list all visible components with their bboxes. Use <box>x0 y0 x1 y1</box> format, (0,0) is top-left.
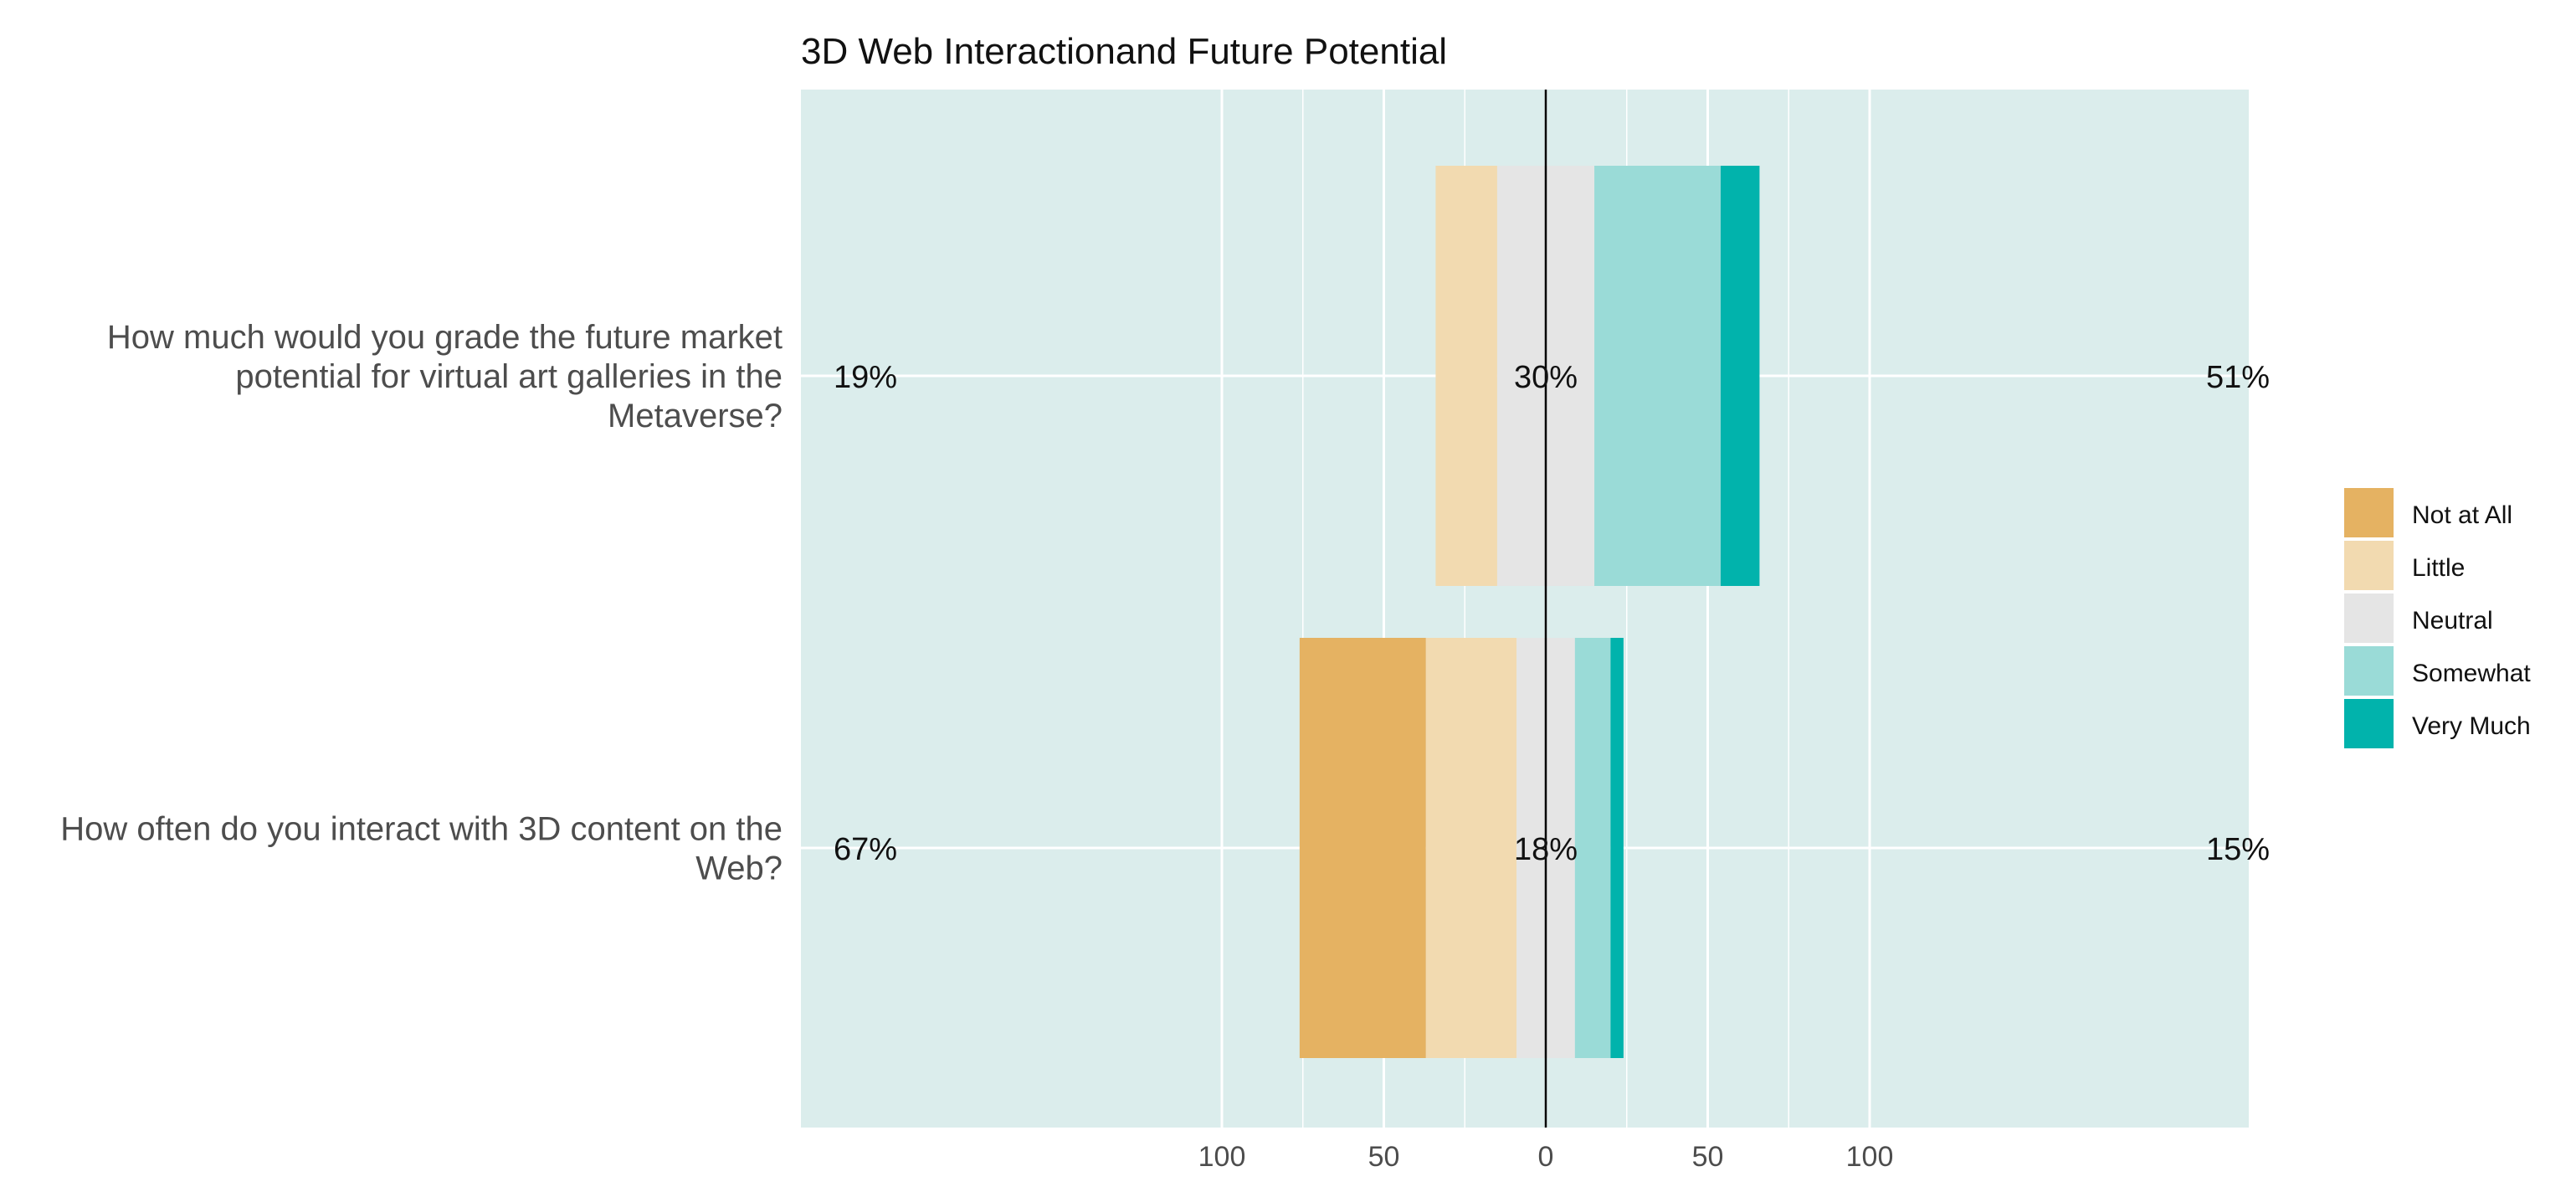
legend-swatch <box>2344 541 2394 590</box>
high-percent-label: 51% <box>2206 360 2270 395</box>
legend-label: Not at All <box>2412 501 2512 529</box>
legend: Not at All Little Neutral Somewhat Very Much <box>2344 488 2531 748</box>
neutral-percent-label: 30% <box>1514 360 1578 395</box>
chart-title: 3D Web Interactionand Future Potential <box>801 31 1447 72</box>
y-axis-label: potential for virtual art galleries in t… <box>235 358 783 395</box>
y-axis-label: Web? <box>695 850 783 887</box>
percent-labels: 19% 30% 51% 67% 18% 15% <box>834 360 2270 867</box>
x-tick-label: 100 <box>1198 1141 1246 1173</box>
legend-label: Neutral <box>2412 607 2493 635</box>
legend-swatch <box>2344 593 2394 643</box>
low-percent-label: 67% <box>834 832 897 867</box>
bar-somewhat <box>1594 166 1721 586</box>
y-axis-label: How often do you interact with 3D conten… <box>60 811 783 848</box>
legend-swatch <box>2344 488 2394 537</box>
bar-somewhat <box>1574 638 1611 1058</box>
x-tick-label: 50 <box>1692 1141 1724 1173</box>
x-tick-label: 50 <box>1368 1141 1400 1173</box>
bar-little <box>1425 638 1517 1058</box>
bar-not-at-all <box>1299 638 1426 1058</box>
bars <box>1299 166 1760 1058</box>
high-percent-label: 15% <box>2206 832 2270 867</box>
y-axis-label: Metaverse? <box>608 398 783 434</box>
neutral-percent-label: 18% <box>1514 832 1578 867</box>
x-axis-ticks: 100 50 0 50 100 <box>1198 1141 1894 1173</box>
y-axis-labels: How much would you grade the future mark… <box>60 319 783 887</box>
x-tick-label: 100 <box>1846 1141 1894 1173</box>
x-tick-label: 0 <box>1538 1141 1554 1173</box>
legend-swatch <box>2344 699 2394 748</box>
bar-very-much <box>1610 638 1624 1058</box>
legend-label: Somewhat <box>2412 660 2531 687</box>
y-axis-label: How much would you grade the future mark… <box>107 319 783 356</box>
low-percent-label: 19% <box>834 360 897 395</box>
legend-label: Little <box>2412 554 2465 582</box>
bar-little <box>1435 166 1497 586</box>
legend-label: Very Much <box>2412 712 2531 740</box>
bar-very-much <box>1720 166 1760 586</box>
legend-swatch <box>2344 646 2394 696</box>
